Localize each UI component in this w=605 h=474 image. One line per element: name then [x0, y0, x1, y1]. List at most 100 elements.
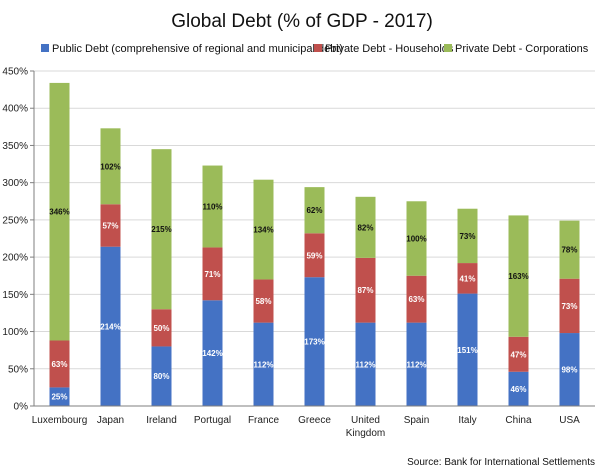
data-label-public-debt: 80% — [153, 372, 169, 381]
data-label-corporations: 215% — [151, 225, 171, 234]
bar-public-debt — [508, 371, 529, 406]
legend-swatch-corporations — [444, 44, 452, 52]
bar-households — [406, 275, 427, 323]
bar-corporations — [202, 165, 223, 248]
y-tick-label: 250% — [2, 215, 28, 226]
bar-corporations — [49, 82, 70, 341]
y-tick-label: 100% — [2, 327, 28, 338]
bar-households — [508, 336, 529, 372]
bar-households — [304, 233, 325, 278]
x-tick-label: Spain — [404, 415, 430, 426]
y-tick-label: 300% — [2, 178, 28, 189]
bar-public-debt — [304, 277, 325, 406]
data-label-corporations: 102% — [100, 162, 120, 171]
data-label-public-debt: 112% — [355, 360, 375, 369]
bar-corporations — [253, 179, 274, 280]
legend-swatch-public-debt — [41, 44, 49, 52]
data-label-households: 73% — [561, 302, 577, 311]
bar-households — [355, 257, 376, 323]
data-label-public-debt: 151% — [457, 346, 477, 355]
bar-public-debt — [49, 387, 70, 406]
x-tick-label: Italy — [458, 415, 476, 426]
bar-households — [49, 340, 70, 388]
y-tick-label: 450% — [2, 67, 28, 78]
data-label-households: 50% — [153, 324, 169, 333]
data-label-households: 59% — [306, 251, 322, 260]
y-tick-label: 400% — [2, 104, 28, 115]
bar-corporations — [100, 128, 121, 205]
data-label-corporations: 62% — [306, 206, 322, 215]
bar-corporations — [508, 215, 529, 337]
data-label-public-debt: 112% — [406, 360, 426, 369]
x-tick-label: France — [248, 415, 280, 426]
data-label-public-debt: 112% — [253, 360, 273, 369]
data-label-public-debt: 25% — [51, 393, 67, 402]
data-label-households: 71% — [204, 270, 220, 279]
x-tick-label: USA — [559, 415, 580, 426]
bar-public-debt — [253, 322, 274, 406]
x-tick-label: Portugal — [194, 415, 231, 426]
data-label-public-debt: 214% — [100, 322, 120, 331]
data-label-corporations: 82% — [357, 223, 373, 232]
bar-corporations — [355, 196, 376, 258]
data-label-public-debt: 142% — [202, 349, 222, 358]
bar-public-debt — [457, 293, 478, 406]
source-note: Source: Bank for International Settlemen… — [407, 457, 595, 468]
legend-label-households: Private Debt - Households — [325, 43, 454, 55]
data-label-corporations: 73% — [459, 232, 475, 241]
data-label-households: 63% — [51, 360, 67, 369]
x-tick-label: China — [505, 415, 532, 426]
bar-corporations — [304, 187, 325, 234]
y-tick-label: 200% — [2, 253, 28, 264]
data-label-public-debt: 173% — [304, 338, 324, 347]
chart-title: Global Debt (% of GDP - 2017) — [171, 11, 433, 32]
x-tick-label: Luxembourg — [32, 415, 88, 426]
bar-corporations — [406, 201, 427, 276]
legend-swatch-households — [314, 44, 322, 52]
bar-households — [202, 247, 223, 301]
bar-public-debt — [100, 246, 121, 406]
data-label-public-debt: 98% — [561, 366, 577, 375]
data-label-public-debt: 46% — [510, 385, 526, 394]
bar-public-debt — [355, 322, 376, 406]
x-tick-label: Japan — [97, 415, 124, 426]
y-tick-label: 0% — [14, 402, 29, 413]
data-label-households: 58% — [255, 297, 271, 306]
legend-label-public-debt: Public Debt (comprehensive of regional a… — [52, 43, 343, 55]
y-tick-label: 150% — [2, 290, 28, 301]
bar-households — [100, 204, 121, 247]
bar-public-debt — [151, 346, 172, 406]
y-tick-label: 350% — [2, 141, 28, 152]
bars — [49, 82, 580, 406]
segment-labels: 25% 63% 346% 214% 57% 102% 80% 50% 215% 142% 71% 11… — [49, 162, 577, 401]
y-tick-label: 50% — [8, 364, 28, 375]
y-axis-ticks: 0% 50% 100% 150% 200% 250% 300% 350% 400% 450% — [2, 67, 34, 413]
x-axis-categories: Luxembourg Japan Ireland Portugal France Gree… — [32, 415, 580, 439]
bar-households — [559, 278, 580, 334]
data-label-households: 41% — [459, 274, 475, 283]
data-label-corporations: 134% — [253, 226, 273, 235]
x-tick-label: Ireland — [146, 415, 177, 426]
data-label-households: 57% — [102, 221, 118, 230]
data-label-corporations: 346% — [49, 208, 69, 217]
data-label-corporations: 78% — [561, 246, 577, 255]
bar-public-debt — [406, 322, 427, 406]
data-label-corporations: 100% — [406, 235, 426, 244]
bar-corporations — [559, 220, 580, 279]
data-label-households: 87% — [357, 286, 373, 295]
bar-public-debt — [202, 300, 223, 406]
legend-label-corporations: Private Debt - Corporations — [455, 43, 589, 55]
bar-households — [253, 279, 274, 323]
bar-households — [457, 263, 478, 294]
bar-households — [151, 309, 172, 347]
x-tick-label: Greece — [298, 415, 331, 426]
legend: Public Debt (comprehensive of regional a… — [41, 43, 589, 55]
data-label-households: 47% — [510, 350, 526, 359]
bar-corporations — [457, 208, 478, 264]
data-label-households: 63% — [408, 295, 424, 304]
bar-corporations — [151, 149, 172, 310]
x-tick-label: United Kingdom — [346, 415, 385, 439]
bar-public-debt — [559, 333, 580, 406]
data-label-corporations: 163% — [508, 272, 528, 281]
